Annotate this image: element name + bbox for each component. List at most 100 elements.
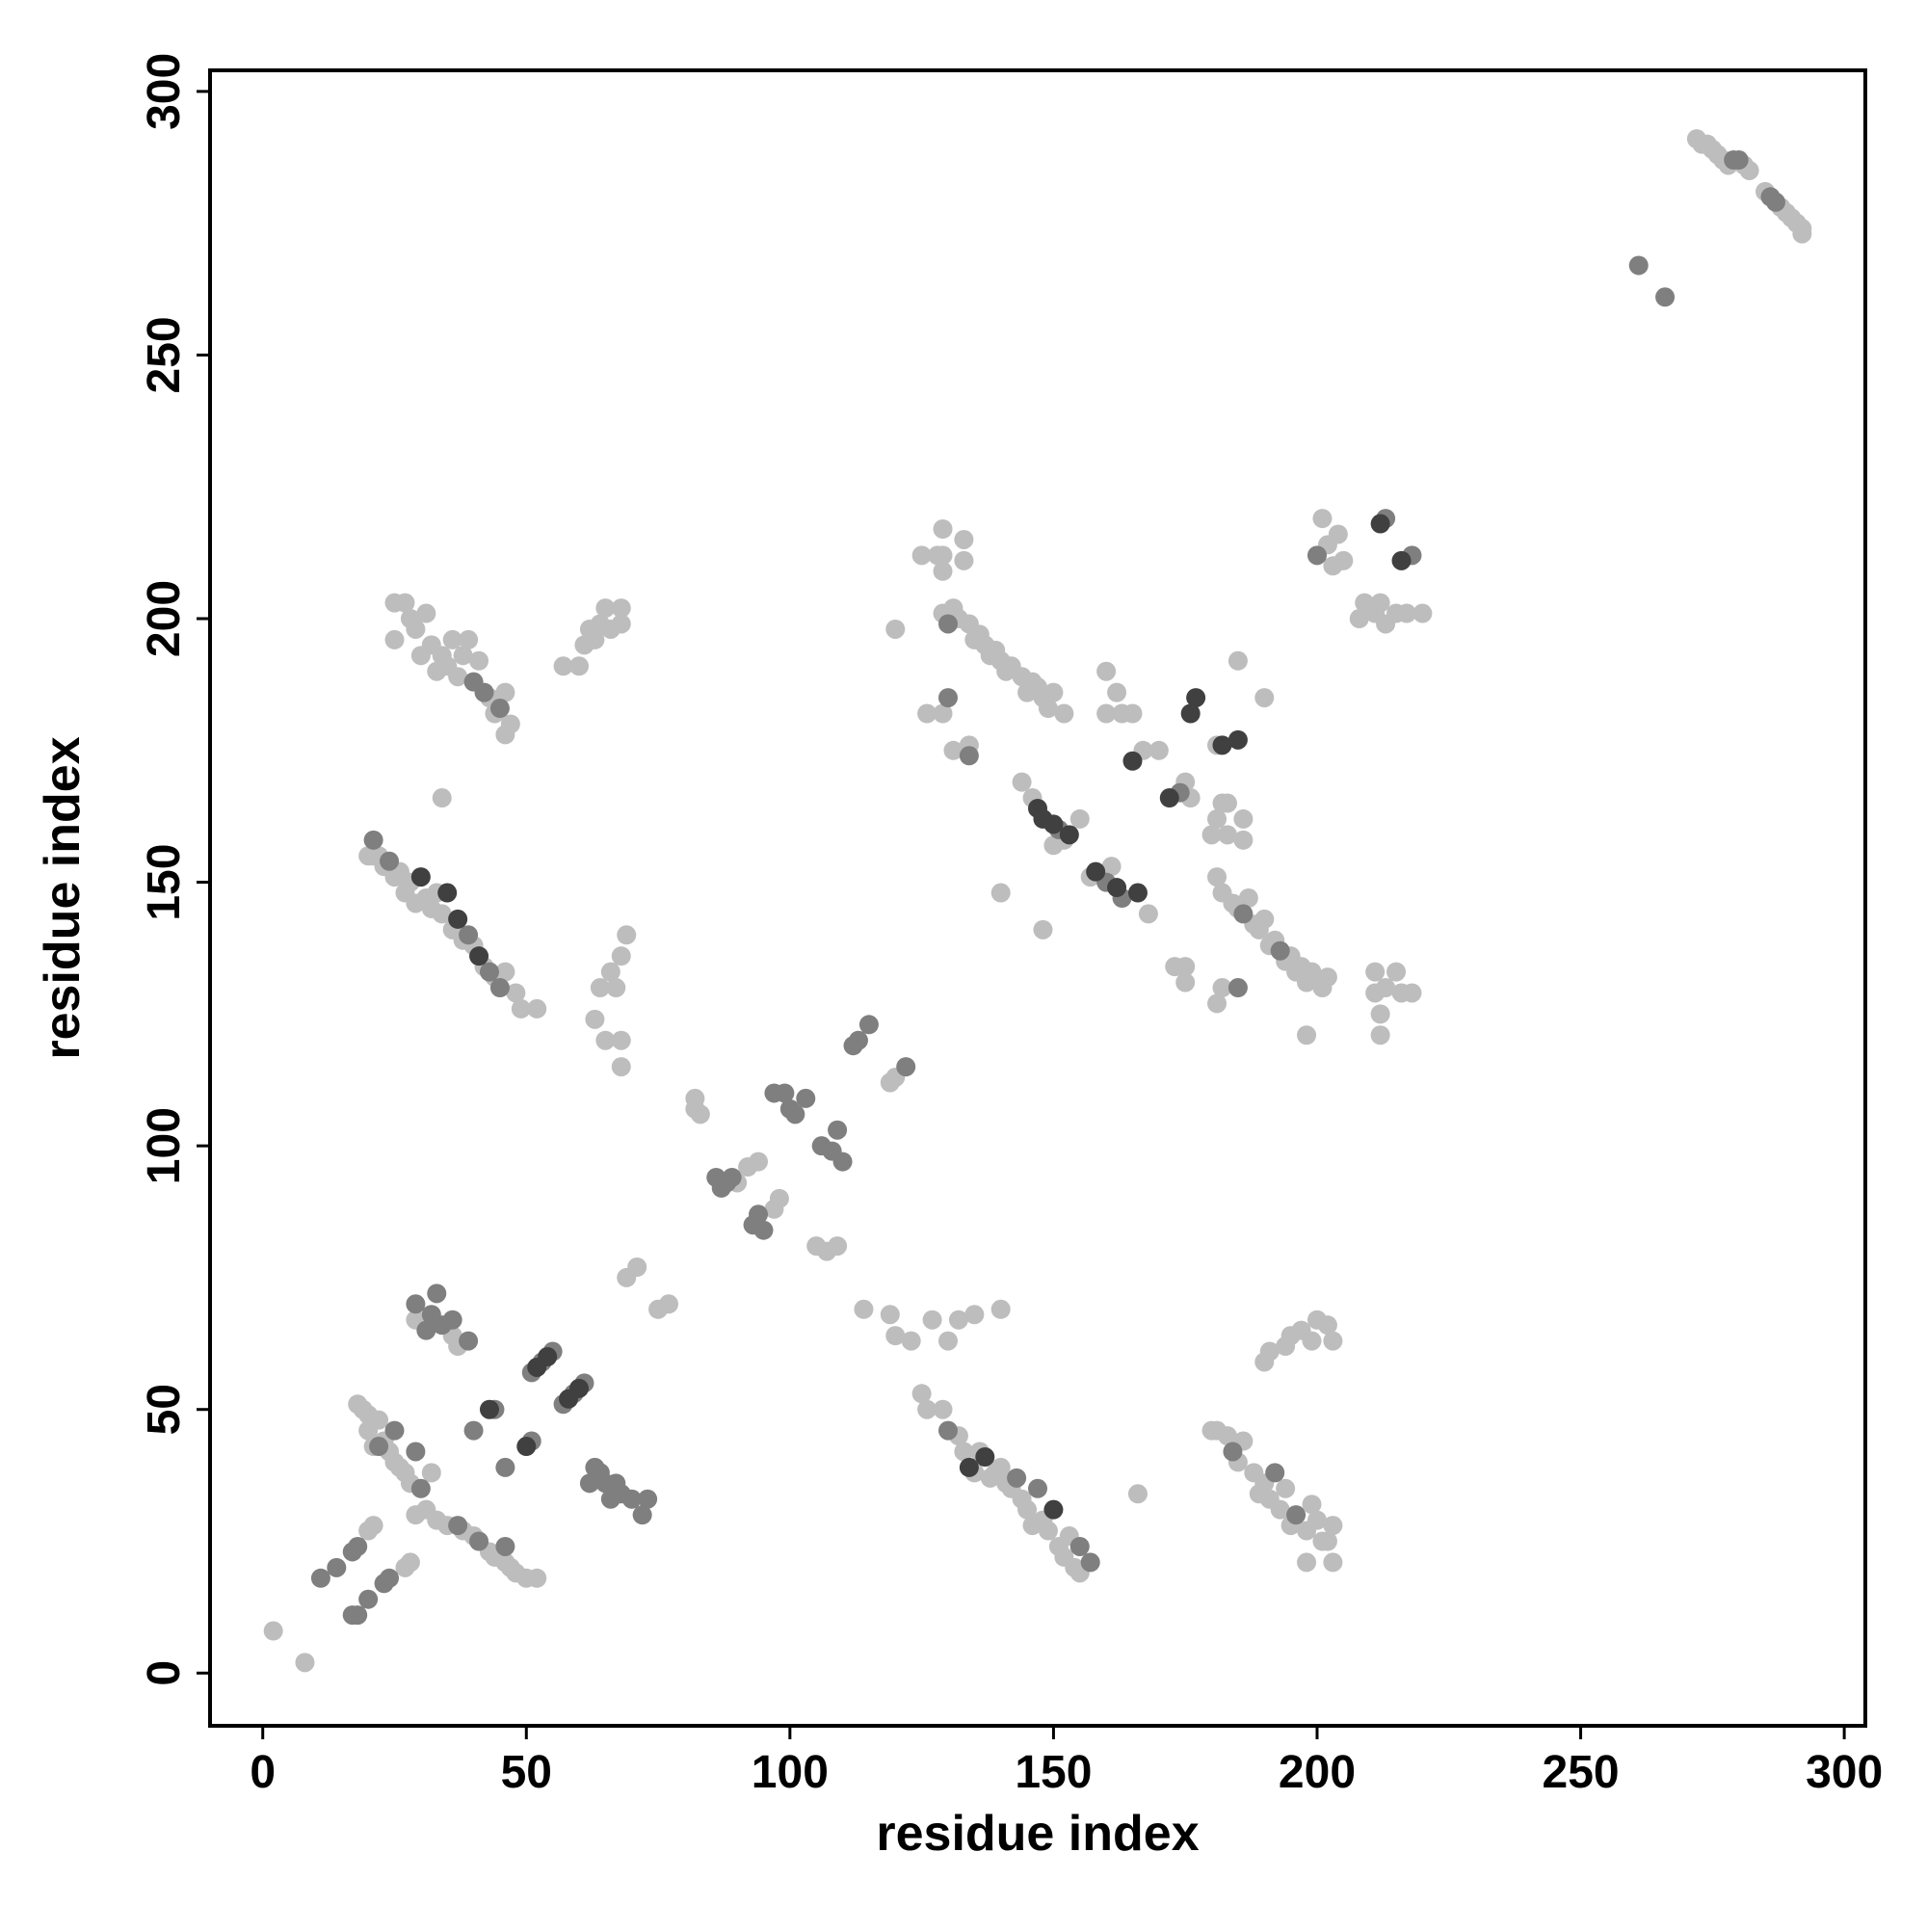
point	[400, 1552, 420, 1573]
point	[722, 1167, 742, 1187]
point	[1323, 1516, 1343, 1536]
point	[848, 1030, 868, 1050]
point	[1096, 661, 1117, 681]
point	[1127, 1484, 1148, 1504]
point	[1302, 962, 1322, 982]
point	[600, 962, 620, 982]
point	[1233, 808, 1254, 829]
point	[828, 1236, 848, 1257]
point	[611, 1030, 631, 1050]
point	[1127, 883, 1148, 903]
point	[1180, 703, 1201, 724]
point	[384, 1420, 405, 1441]
point	[553, 656, 573, 676]
point	[749, 1151, 769, 1172]
point	[406, 1442, 426, 1462]
point	[595, 598, 616, 619]
point	[489, 699, 510, 719]
point	[1223, 1442, 1243, 1462]
point	[406, 1294, 426, 1314]
point	[469, 1531, 489, 1551]
y-tick-label: 300	[139, 53, 190, 130]
point	[917, 703, 937, 724]
point	[1175, 957, 1196, 977]
point	[1207, 808, 1227, 829]
point	[380, 851, 400, 871]
point	[384, 629, 405, 649]
point	[406, 619, 426, 639]
point	[854, 1299, 874, 1319]
point	[1370, 1025, 1390, 1045]
point	[911, 1384, 932, 1404]
point	[1043, 682, 1064, 702]
point	[527, 1568, 547, 1588]
point	[595, 1030, 616, 1050]
point	[1254, 909, 1275, 929]
point	[943, 740, 964, 760]
point	[1276, 1478, 1296, 1498]
point	[1370, 514, 1390, 534]
point	[1265, 1463, 1285, 1483]
point	[933, 561, 953, 581]
point	[948, 1310, 968, 1330]
point	[427, 1284, 447, 1304]
point	[1238, 888, 1258, 908]
point	[295, 1653, 315, 1673]
point	[1297, 1025, 1317, 1045]
point	[885, 619, 906, 639]
point	[527, 998, 547, 1019]
point	[442, 1310, 462, 1330]
point	[1017, 1499, 1038, 1520]
point	[990, 1457, 1011, 1477]
point	[459, 1331, 479, 1351]
point	[1148, 740, 1169, 760]
point	[775, 1083, 795, 1103]
y-tick-label: 100	[139, 1107, 190, 1184]
point	[1012, 772, 1032, 792]
x-tick-label: 0	[250, 1747, 276, 1798]
point	[442, 629, 462, 649]
point	[1054, 703, 1074, 724]
point	[469, 946, 489, 966]
point	[1159, 788, 1179, 808]
point	[1059, 825, 1079, 845]
point	[975, 1446, 995, 1467]
point	[459, 629, 479, 649]
point	[511, 998, 531, 1019]
point	[479, 1399, 499, 1419]
point	[1096, 703, 1117, 724]
point	[937, 1331, 958, 1351]
y-tick-label: 150	[139, 844, 190, 921]
point	[896, 1057, 916, 1077]
point	[1086, 861, 1106, 882]
point	[611, 1057, 631, 1077]
point	[937, 688, 958, 708]
point	[506, 983, 526, 1003]
point	[1391, 550, 1412, 570]
x-tick-label: 200	[1279, 1747, 1356, 1798]
point	[1069, 1536, 1090, 1556]
point	[1038, 1521, 1058, 1541]
point	[590, 978, 610, 998]
point	[489, 978, 510, 998]
point	[1233, 904, 1254, 924]
point	[1227, 978, 1248, 998]
point	[1101, 857, 1122, 877]
point	[1317, 1531, 1337, 1551]
point	[363, 830, 383, 850]
point	[432, 904, 452, 924]
point	[474, 682, 494, 702]
point	[416, 603, 436, 623]
y-tick-label: 250	[139, 316, 190, 393]
point	[1227, 650, 1248, 671]
point	[627, 1257, 647, 1277]
point	[690, 1104, 710, 1125]
point	[500, 714, 520, 734]
point	[1312, 509, 1333, 529]
point	[1729, 150, 1749, 171]
point	[1227, 729, 1248, 750]
point	[937, 614, 958, 634]
point	[1307, 545, 1327, 566]
